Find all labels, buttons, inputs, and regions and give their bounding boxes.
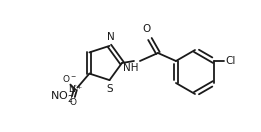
Text: S: S — [106, 84, 113, 94]
Text: N$^+$: N$^+$ — [68, 84, 83, 95]
Text: NH: NH — [123, 63, 139, 73]
Text: O: O — [70, 98, 77, 107]
Text: $\mathregular{NO_2^-}$: $\mathregular{NO_2^-}$ — [50, 89, 76, 104]
Text: $\mathregular{^{+}}$: $\mathregular{^{+}}$ — [73, 85, 78, 90]
Text: O: O — [143, 24, 151, 34]
Text: O$^-$: O$^-$ — [62, 73, 77, 84]
Text: N: N — [107, 32, 114, 42]
Text: Cl: Cl — [225, 56, 235, 66]
